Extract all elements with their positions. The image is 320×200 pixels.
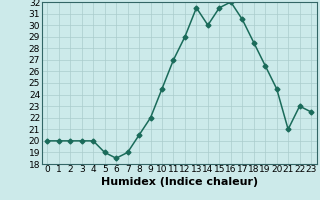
X-axis label: Humidex (Indice chaleur): Humidex (Indice chaleur) [100, 177, 258, 187]
